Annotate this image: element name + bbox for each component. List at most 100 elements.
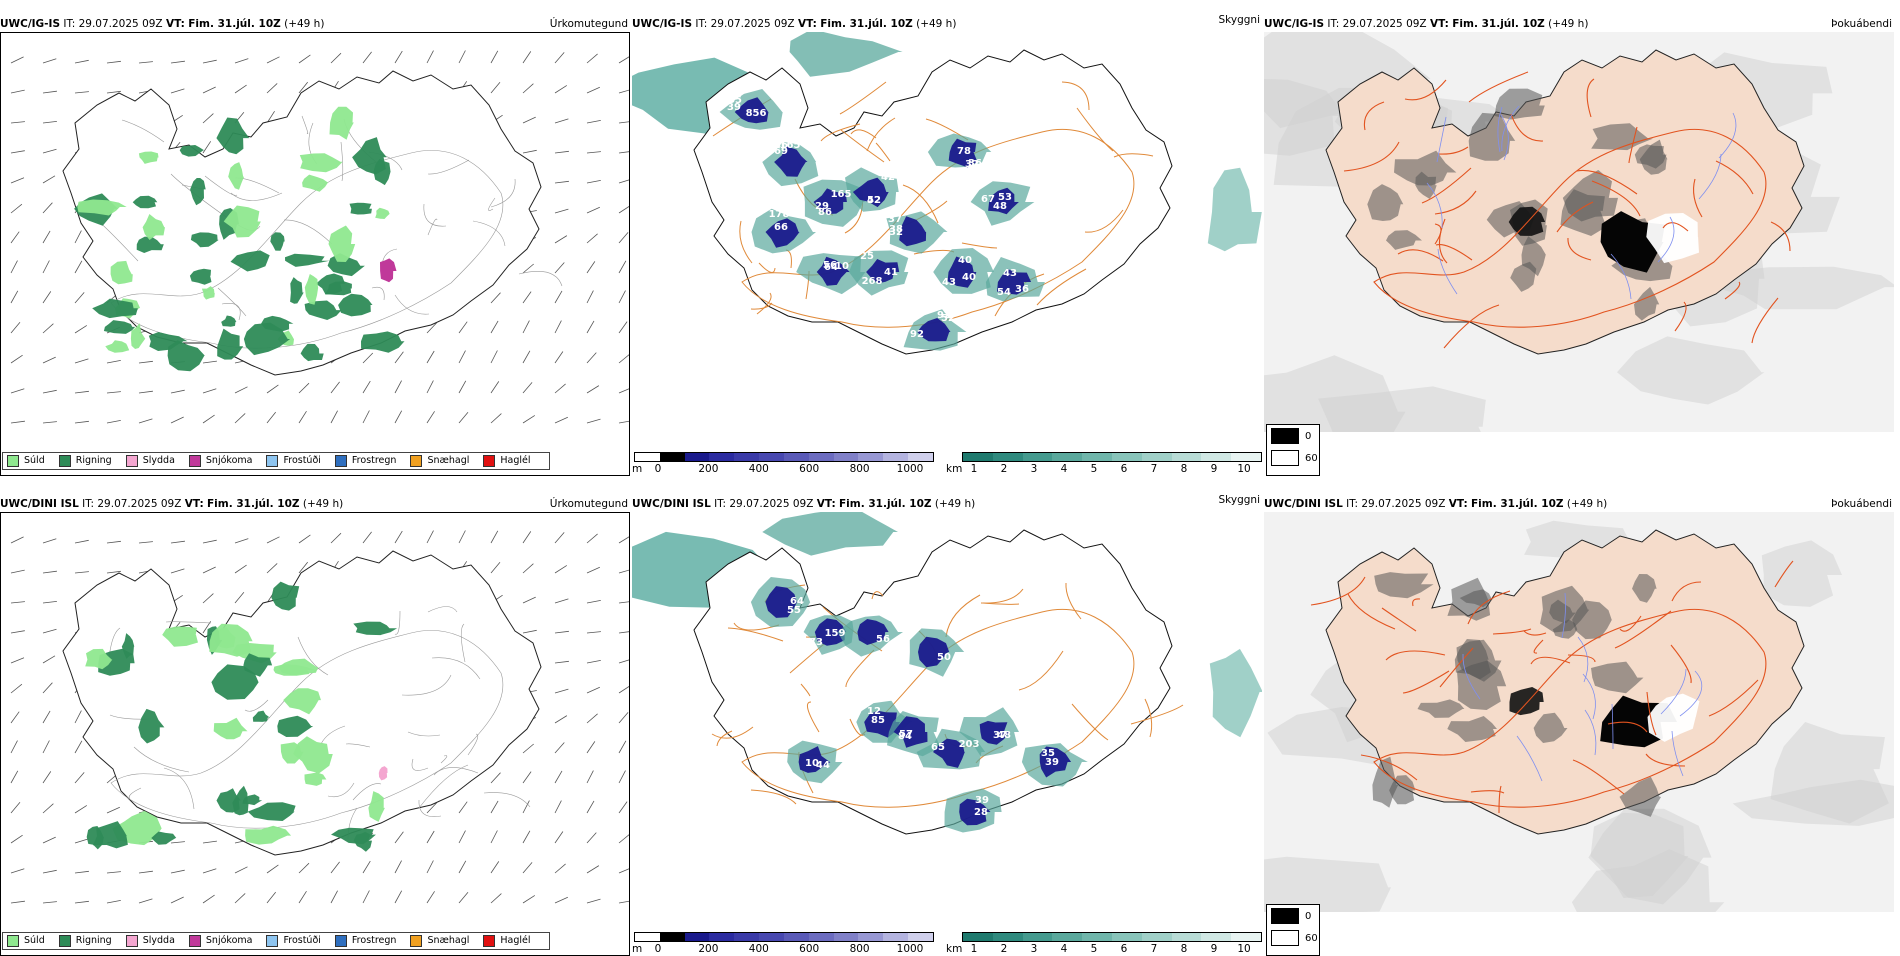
cloud-base-value: 856 <box>746 108 767 119</box>
model-name: UWC/IG-IS <box>1264 18 1325 30</box>
precip-legend: Súld Rigning Slydda Snjókoma Frostúði Frostre… <box>2 932 550 950</box>
cloud-base-value: 35 <box>1041 748 1055 759</box>
map-area[interactable] <box>0 32 630 476</box>
panel-header: UWC/IG-IS IT: 29.07.2025 09Z VT: Fim. 31… <box>1264 18 1892 30</box>
cloud-base-value: 40 <box>958 255 972 266</box>
valid-time: Fim. 31.júl. 10Z <box>207 498 300 510</box>
legend-swatch <box>483 935 496 947</box>
legend-label: Súld <box>24 455 45 466</box>
cloud-base-value: 92 <box>937 310 951 321</box>
cloud-base-colorbar: m 0 200 400 600 800 1000 <box>632 932 934 956</box>
valid-time: Fim. 31.júl. 10Z <box>820 18 913 30</box>
map-area[interactable]: 55 73 12 84 203 37 39 39 44 50 56 64 159 85 57 65 48 35 28… <box>632 512 1262 912</box>
map-area[interactable] <box>1264 512 1894 912</box>
valid-time: Fim. 31.júl. 10Z <box>1471 498 1564 510</box>
colorbar-tick: 6 <box>1120 463 1128 475</box>
road-network <box>1310 560 1794 814</box>
valid-time: Fim. 31.júl. 10Z <box>839 498 932 510</box>
map-area[interactable] <box>0 512 630 956</box>
legend-item: Frostúði <box>266 453 321 469</box>
legend-label: Snæhagl <box>427 455 470 466</box>
cloud-base-value: 37 <box>993 730 1007 741</box>
cloud-base-value: 55 <box>787 605 801 616</box>
legend-label: Rigning <box>75 935 112 946</box>
colorbar-tick: 200 <box>698 943 719 955</box>
lead-time: (+49 h) <box>302 498 344 510</box>
sea-visibility <box>632 512 1262 738</box>
cloud-base-value: 29 <box>815 201 829 212</box>
cloud-base-value: 56 <box>876 634 890 645</box>
cloud-base-value: 43 <box>942 277 956 288</box>
fog-legend: 0 60 <box>1266 904 1320 956</box>
legend-swatch <box>410 455 423 467</box>
cloud-base-value: 39 <box>1045 757 1059 768</box>
panel-header: UWC/IG-IS IT: 29.07.2025 09Z VT: Fim. 31… <box>632 14 1260 30</box>
legend-swatch <box>7 935 19 947</box>
colorbar-tick: 0 <box>654 943 662 955</box>
legend-swatch <box>58 455 71 467</box>
cloud-base-value: 178 <box>769 209 790 220</box>
colorbar-tick: 200 <box>698 463 719 475</box>
cloud-base-value: 42 <box>881 172 895 183</box>
fog-index-panel-row2: UWC/DINI ISL IT: 29.07.2025 09Z VT: Fim.… <box>1264 494 1894 956</box>
cloud-base-value: 56 <box>823 260 837 271</box>
model-name: UWC/DINI ISL <box>0 498 79 510</box>
colorbar-tick: 7 <box>1150 463 1158 475</box>
colorbar-tick: 4 <box>1060 943 1068 955</box>
cloud-base-value: 78 <box>957 146 971 157</box>
colorbar-tick: 0 <box>654 463 662 475</box>
map-area[interactable] <box>1264 32 1894 432</box>
colorbar-tick: 400 <box>748 943 769 955</box>
cloud-base-value: 69 <box>774 146 788 157</box>
cloud-base-value: 43 <box>1003 268 1017 279</box>
cloud-base-value: 42 <box>867 195 881 206</box>
model-name: UWC/IG-IS <box>0 18 61 30</box>
colorbar-tick: 400 <box>748 463 769 475</box>
init-time: 29.07.2025 09Z <box>710 18 795 30</box>
cloud-base-value: 165 <box>780 140 801 151</box>
precip-areas <box>74 106 405 372</box>
cloud-base-value: 268 <box>862 276 883 287</box>
cloud-base-value: 73 <box>809 637 823 648</box>
cloud-base-value: 38 <box>889 224 903 235</box>
cloud-base-value: 85 <box>871 715 885 726</box>
cloud-base-value: 10 <box>835 261 849 272</box>
colorbar-tick: 4 <box>1060 463 1068 475</box>
legend-item: Rigning <box>58 453 112 469</box>
panel-type-label: Þokuábendi <box>1831 18 1892 30</box>
legend-swatch <box>483 455 496 467</box>
colorbar-unit: m <box>632 943 643 955</box>
legend-label: Snæhagl <box>427 935 470 946</box>
panel-type-label: Þokuábendi <box>1831 498 1892 510</box>
cloud-base-value: 52 <box>867 195 881 206</box>
legend-item: Snjókoma <box>188 453 253 469</box>
model-name: UWC/DINI ISL <box>1264 498 1343 510</box>
colorbar-tick: 9 <box>1210 463 1218 475</box>
cloud-base-value: 67 <box>981 194 995 205</box>
model-name: UWC/DINI ISL <box>632 498 711 510</box>
legend-item: Snæhagl <box>410 453 469 469</box>
legend-item: Slydda <box>125 453 175 469</box>
legend-label: Súld <box>24 935 45 946</box>
legend-label: Frostregn <box>351 455 397 466</box>
legend-item: Frostregn <box>334 933 396 949</box>
cloud-base-value: 28 <box>974 807 988 818</box>
legend-swatch <box>188 935 201 947</box>
lead-time: (+49 h) <box>934 498 976 510</box>
cloud-base-value: 25 <box>860 251 874 262</box>
colorbar-tick: 5 <box>1090 463 1098 475</box>
fog-dark-areas <box>1372 572 1700 817</box>
iceland-coastline <box>693 529 1173 835</box>
colorbar-tick: 3 <box>1030 943 1038 955</box>
colorbar-tick: 600 <box>799 463 820 475</box>
legend-item: Frostúði <box>266 933 321 949</box>
init-time: 29.07.2025 09Z <box>78 18 163 30</box>
map-area[interactable]: 39 165 165 42 37 36 67 40 43 92 64 41 178 65 69 29 42 38 7… <box>632 32 1262 432</box>
panel-type-label: Úrkomutegund <box>549 18 628 30</box>
cloud-base-value: 48 <box>997 730 1011 741</box>
legend-label: Snjókoma <box>205 455 253 466</box>
cloud-base-value: 32 <box>965 159 979 170</box>
visibility-colorbar: km 1 2 3 4 5 6 7 8 9 10 <box>946 932 1262 956</box>
legend-item: Súld <box>7 453 45 469</box>
legend-item: Frostregn <box>334 453 397 469</box>
